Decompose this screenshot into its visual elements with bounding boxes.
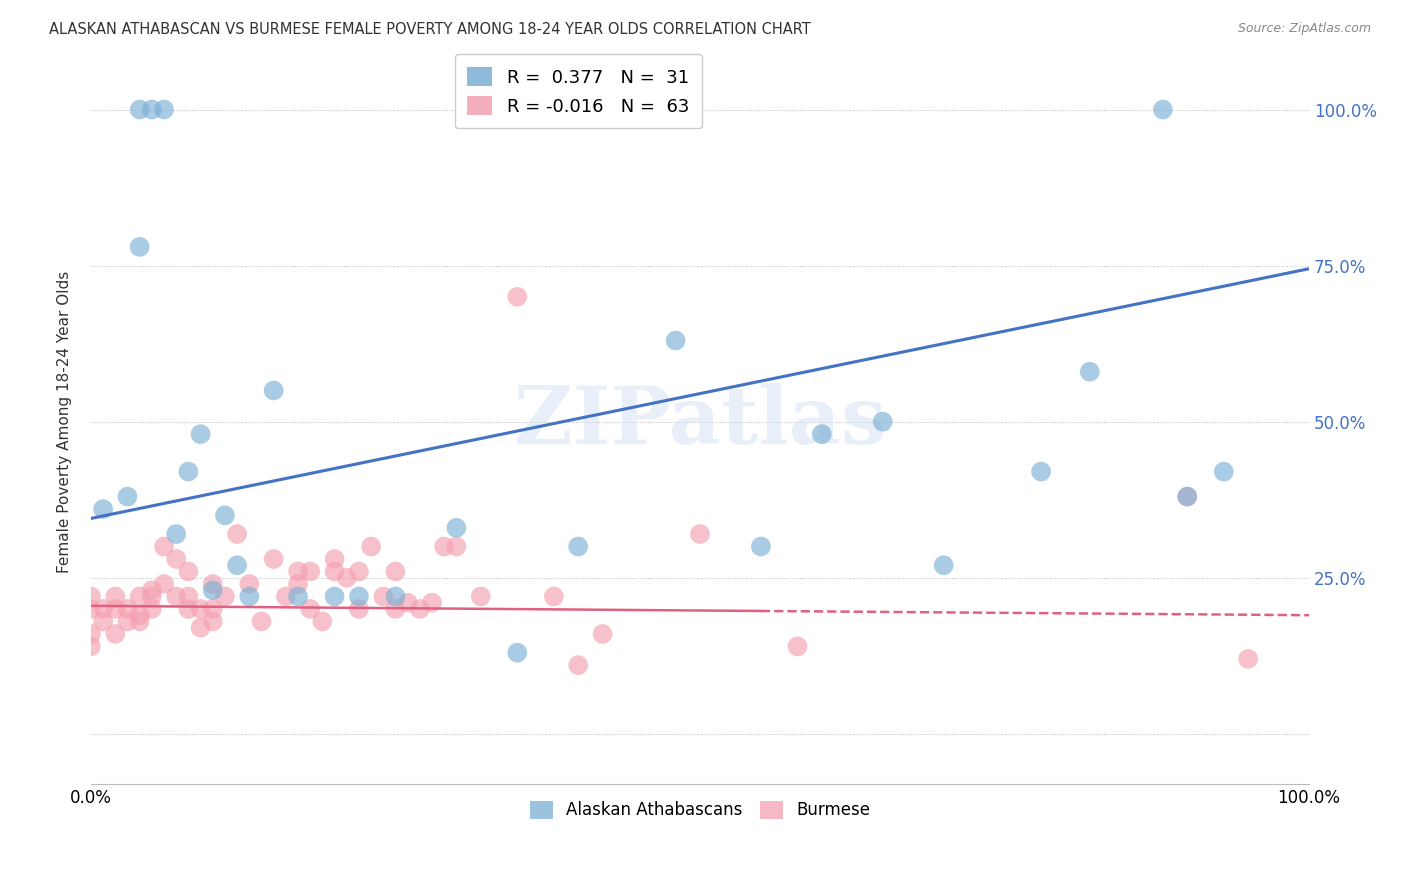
Point (347, 602, 370, 616)
Point (91, 615, 114, 629)
Point (153, 540, 176, 554)
Point (80, 640, 103, 654)
Point (506, 646, 529, 660)
Point (311, 615, 333, 629)
Point (214, 590, 236, 604)
Point (201, 577, 224, 591)
Point (177, 602, 200, 616)
Point (689, 527, 711, 541)
Point (80, 627, 103, 641)
Point (811, 427, 834, 442)
Point (749, 540, 772, 554)
Point (287, 577, 309, 591)
Point (567, 540, 589, 554)
Point (347, 590, 370, 604)
Point (543, 590, 565, 604)
Point (665, 334, 688, 348)
Point (872, 415, 894, 429)
Y-axis label: Female Poverty Among 18-24 Year Olds: Female Poverty Among 18-24 Year Olds (58, 270, 72, 573)
Point (201, 602, 224, 616)
Point (117, 490, 139, 504)
Point (274, 590, 297, 604)
Point (1237, 652, 1260, 666)
Point (153, 577, 176, 591)
Point (128, 103, 150, 117)
Point (238, 590, 260, 604)
Point (91, 602, 114, 616)
Point (263, 552, 285, 566)
Point (128, 608, 150, 623)
Point (384, 602, 406, 616)
Point (1078, 365, 1101, 379)
Point (80, 590, 103, 604)
Point (141, 590, 163, 604)
Point (190, 427, 212, 442)
Point (201, 615, 224, 629)
Point (226, 527, 249, 541)
Point (323, 552, 346, 566)
Point (347, 565, 370, 579)
Point (420, 596, 443, 610)
Point (80, 602, 103, 616)
Point (567, 658, 589, 673)
Point (104, 590, 127, 604)
Text: ALASKAN ATHABASCAN VS BURMESE FEMALE POVERTY AMONG 18-24 YEAR OLDS CORRELATION C: ALASKAN ATHABASCAN VS BURMESE FEMALE POV… (49, 22, 811, 37)
Point (323, 565, 346, 579)
Point (177, 465, 200, 479)
Point (1175, 490, 1198, 504)
Point (104, 627, 127, 641)
Point (446, 521, 468, 535)
Point (190, 602, 212, 616)
Point (226, 558, 249, 573)
Point (117, 615, 139, 629)
Point (433, 540, 456, 554)
Text: Source: ZipAtlas.com: Source: ZipAtlas.com (1237, 22, 1371, 36)
Point (165, 552, 187, 566)
Point (360, 540, 382, 554)
Point (1029, 465, 1052, 479)
Point (287, 565, 309, 579)
Point (165, 590, 187, 604)
Point (128, 240, 150, 254)
Point (128, 615, 150, 629)
Point (323, 590, 346, 604)
Point (396, 596, 419, 610)
Point (263, 384, 285, 398)
Point (1152, 103, 1174, 117)
Point (336, 571, 359, 585)
Point (446, 540, 468, 554)
Point (153, 103, 176, 117)
Point (141, 583, 163, 598)
Point (177, 590, 200, 604)
Point (470, 590, 492, 604)
Point (299, 602, 322, 616)
Point (932, 558, 955, 573)
Point (177, 565, 200, 579)
Point (1212, 465, 1234, 479)
Point (250, 615, 273, 629)
Point (141, 602, 163, 616)
Point (214, 508, 236, 523)
Point (373, 590, 395, 604)
Point (128, 590, 150, 604)
Point (141, 103, 163, 117)
Point (165, 527, 187, 541)
Point (384, 590, 406, 604)
Point (104, 602, 127, 616)
Point (190, 621, 212, 635)
Legend: Alaskan Athabascans, Burmese: Alaskan Athabascans, Burmese (523, 794, 877, 826)
Point (409, 602, 432, 616)
Point (592, 627, 614, 641)
Point (91, 502, 114, 516)
Point (287, 590, 309, 604)
Point (506, 290, 529, 304)
Point (1175, 490, 1198, 504)
Point (299, 565, 322, 579)
Point (384, 565, 406, 579)
Text: ZIPatlas: ZIPatlas (513, 383, 886, 460)
Point (786, 640, 808, 654)
Point (238, 577, 260, 591)
Point (117, 602, 139, 616)
Point (201, 583, 224, 598)
